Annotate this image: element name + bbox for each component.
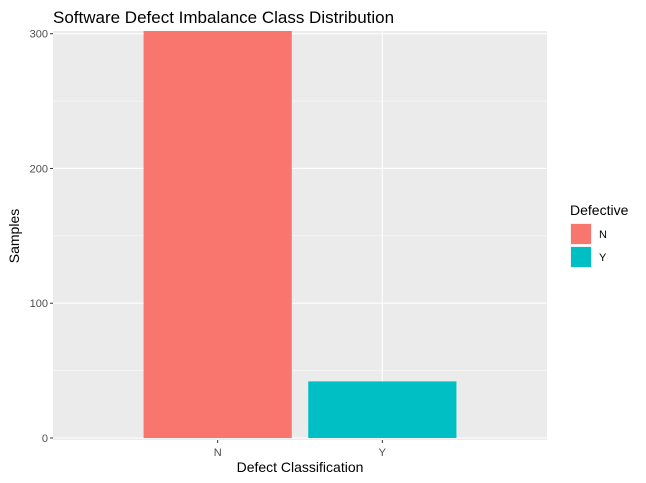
legend-label-N: N (599, 229, 607, 241)
legend-label-Y: Y (599, 252, 607, 264)
plot-panel (53, 31, 547, 440)
x-tick-label: N (214, 447, 222, 459)
y-axis-title: Samples (6, 209, 22, 263)
y-axis: 0 100 200 300 (30, 29, 53, 445)
chart-title: Software Defect Imbalance Class Distribu… (53, 8, 394, 27)
legend-title: Defective (570, 202, 629, 218)
legend-swatch-N (571, 224, 591, 244)
grid-lines (53, 31, 547, 440)
x-tick-label: Y (379, 447, 387, 459)
x-axis-title: Defect Classification (237, 459, 364, 475)
legend-swatch-Y (571, 247, 591, 267)
bar-N (143, 31, 292, 438)
y-tick-label: 100 (30, 298, 48, 310)
y-tick-label: 200 (30, 163, 48, 175)
bars (143, 31, 457, 438)
y-tick-label: 0 (42, 433, 48, 445)
bar-Y (308, 381, 457, 438)
y-tick-label: 300 (30, 29, 48, 41)
legend: Defective NY (570, 202, 629, 268)
